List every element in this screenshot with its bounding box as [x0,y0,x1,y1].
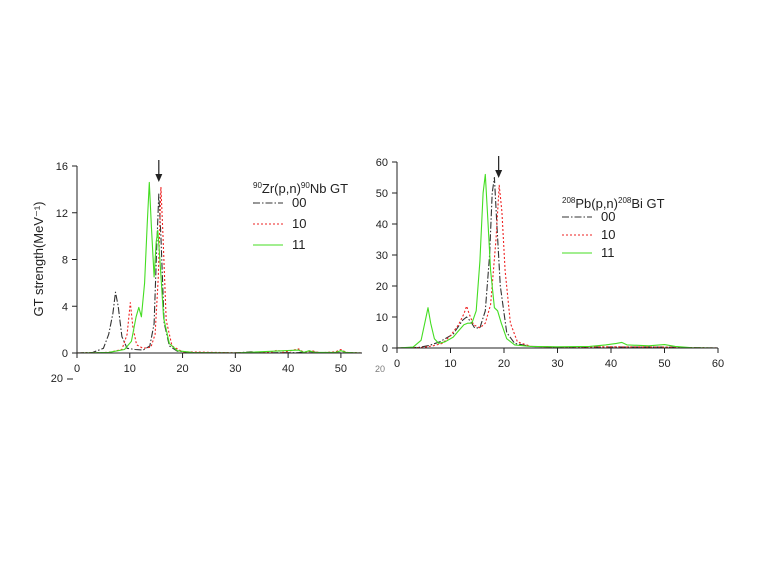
arrow-head [495,170,503,178]
x-tick-label: 50 [335,363,347,375]
y-ticks: 0 10 20 30 40 50 60 [376,157,397,355]
x-tick-label: 30 [551,358,563,370]
x-tick-label: 10 [444,358,456,370]
chart-pb-gt-strength: 0 10 20 30 40 50 60 0 10 20 30 40 50 60 20 208Pb(p,n… [375,156,724,374]
x-tick-label: 30 [229,363,241,375]
x-ticks: 0 10 20 30 40 50 [74,353,347,375]
title-superscript: 90 [253,181,262,190]
title-superscript: 90 [301,181,310,190]
series-line-10 [76,186,363,354]
y-tick-label: 20 [376,281,388,293]
y-tick-label: 16 [56,161,68,173]
legend-label-10: 10 [601,227,615,242]
x-tick-label: 0 [74,363,80,375]
y-tick-label: 8 [62,255,68,267]
cut-off-axis-label: 20 [375,364,385,374]
legend-items: 00 10 11 [562,209,615,260]
legend-label-11: 11 [292,237,306,252]
plot-area: 0 10 20 30 40 50 60 0 10 20 30 40 50 60 [376,156,724,370]
title-text: Pb(p,n) [575,196,618,211]
title-text: Nb GT [310,181,348,196]
series-line-11 [396,173,719,349]
series-group [396,173,719,349]
series-group [76,181,363,354]
y-tick-label: 4 [62,301,68,313]
legend-label-00: 00 [601,209,615,224]
y-axis-label: GT strength(MeV⁻¹) [31,202,46,317]
y-tick-label: 50 [376,188,388,200]
x-tick-label: 0 [394,358,400,370]
cut-off-axis-label: 20 [51,373,63,385]
y-ticks: 0 4 8 12 16 [56,161,77,360]
title-superscript: 208 [562,196,576,205]
legend-items: 00 10 11 [253,195,306,252]
x-tick-label: 50 [658,358,670,370]
legend-label-10: 10 [292,216,306,231]
y-tick-label: 30 [376,250,388,262]
plot-area: 0 10 20 30 40 50 0 4 8 12 16 [56,160,363,375]
series-line-00 [76,193,363,354]
title-text: Bi GT [631,196,664,211]
legend-label-00: 00 [292,195,306,210]
legend-title: 208Pb(p,n)208Bi GT [562,196,665,211]
x-ticks: 0 10 20 30 40 50 60 [394,348,724,370]
title-text: Zr(p,n) [262,181,301,196]
series-line-11 [76,181,363,354]
x-tick-label: 10 [124,363,136,375]
title-superscript: 208 [618,196,632,205]
arrow-head [155,174,163,182]
peak-arrow-icon [155,160,163,182]
legend-label-11: 11 [601,245,615,260]
x-tick-label: 40 [282,363,294,375]
y-tick-label: 40 [376,219,388,231]
y-tick-label: 0 [62,348,68,360]
y-tick-label: 60 [376,157,388,169]
x-tick-label: 60 [712,358,724,370]
series-line-10 [396,184,719,349]
chart-zr-gt-strength: 0 10 20 30 40 50 0 4 8 12 16 GT strength(MeV⁻¹) 2… [31,160,363,385]
x-tick-label: 20 [498,358,510,370]
legend-title: 90Zr(p,n)90Nb GT [253,181,348,196]
y-tick-label: 0 [382,343,388,355]
y-tick-label: 10 [376,312,388,324]
y-tick-label: 12 [56,208,68,220]
x-tick-label: 20 [176,363,188,375]
peak-arrow-icon [495,156,503,178]
x-tick-label: 40 [605,358,617,370]
series-line-00 [396,176,719,349]
